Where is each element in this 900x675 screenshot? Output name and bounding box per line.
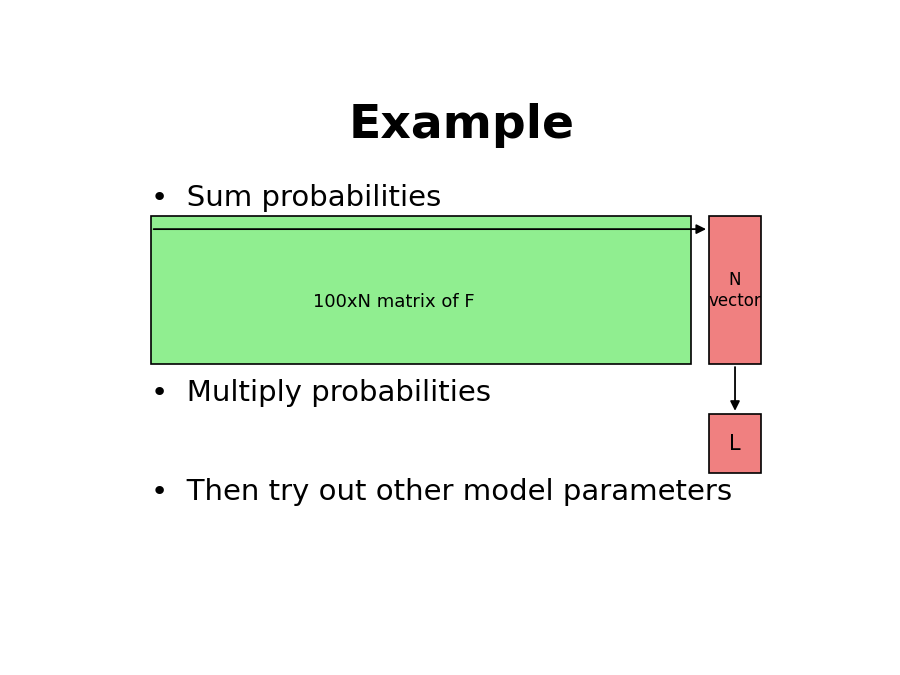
Text: •  Multiply probabilities: • Multiply probabilities [151, 379, 490, 407]
Text: L: L [729, 433, 741, 454]
Text: 100xN matrix of F: 100xN matrix of F [313, 293, 475, 311]
Text: Example: Example [348, 103, 574, 148]
Bar [709, 414, 761, 473]
Text: •  Then try out other model parameters: • Then try out other model parameters [151, 478, 732, 506]
Text: N
vector: N vector [708, 271, 761, 310]
Bar [151, 216, 691, 364]
Text: •  Sum probabilities: • Sum probabilities [151, 184, 441, 212]
Bar [709, 216, 761, 364]
